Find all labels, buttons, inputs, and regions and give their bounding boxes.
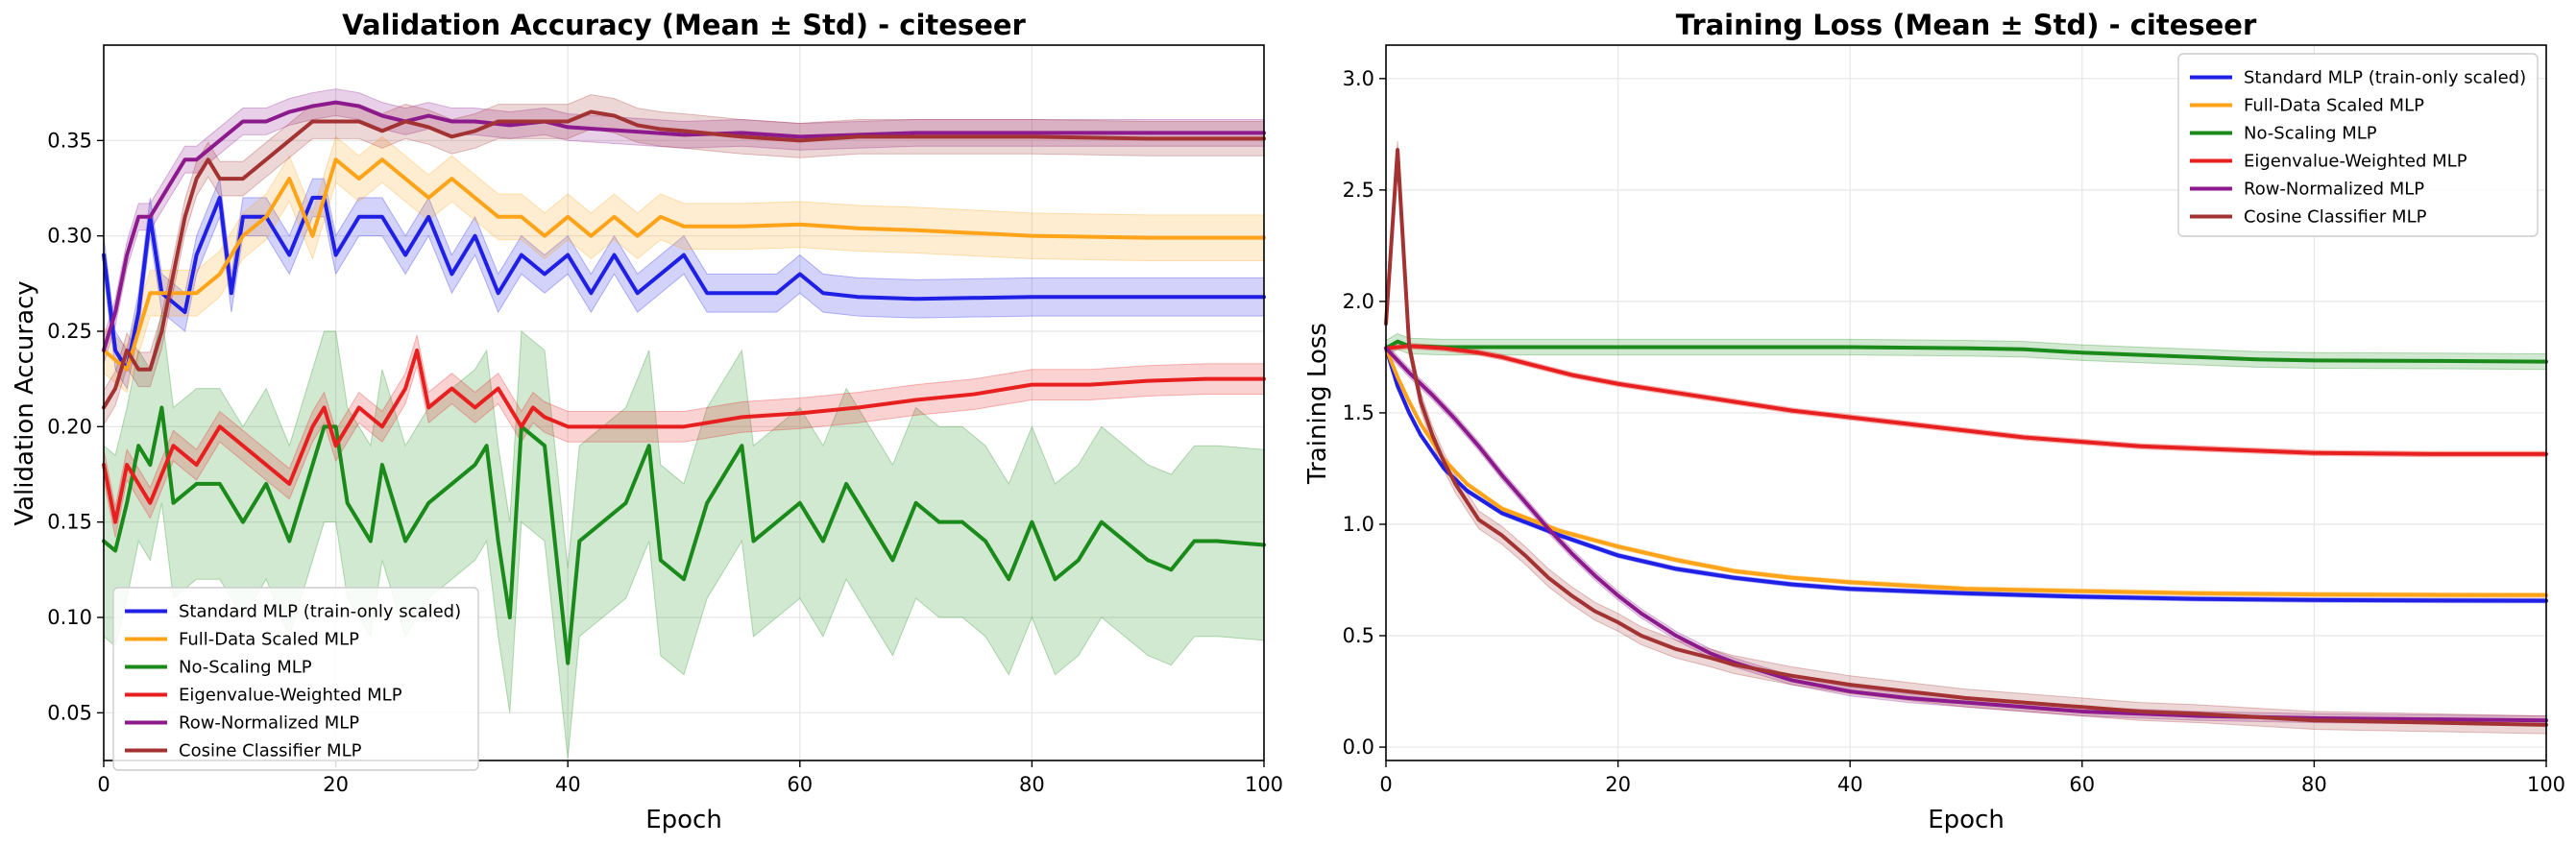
legend-label: Row-Normalized MLP (2244, 180, 2424, 200)
x-tick-label: 40 (1837, 773, 1863, 796)
series-line-eigenvalue-weighted-mlp (1384, 344, 2548, 456)
chart-title: Training Loss (Mean ± Std) - citeseer (1676, 9, 2257, 41)
x-tick-label: 60 (2069, 773, 2095, 796)
x-tick-label: 20 (1605, 773, 1631, 796)
x-tick-label: 80 (2301, 773, 2327, 796)
series-line-no-scaling-mlp (102, 405, 1266, 665)
y-axis-ticks: 0.0 0.5 1.0 1.5 2.0 2.5 3.0 (1343, 67, 1386, 759)
series-line-row-normalized-mlp (102, 100, 1266, 352)
y-axis-ticks: 0.05 0.10 0.15 0.20 0.25 0.30 0.35 (47, 129, 104, 724)
y-tick-label: 3.0 (1343, 67, 1374, 90)
legend-label: Cosine Classifier MLP (2244, 207, 2427, 228)
chart-title: Validation Accuracy (Mean ± Std) - cites… (342, 9, 1026, 41)
y-tick-label: 0.35 (47, 129, 92, 152)
legend-label: No-Scaling MLP (2244, 124, 2377, 144)
x-axis-ticks: 0 20 40 60 80 100 (1379, 760, 2565, 796)
series-line-full-data-scaled-mlp (102, 157, 1266, 372)
series-line-cosine-classifier-mlp (102, 109, 1266, 410)
plot-frame (103, 44, 1265, 761)
x-axis-label: Epoch (1928, 806, 2005, 834)
legend: Standard MLP (train-only scaled) Full-Dat… (2177, 53, 2539, 237)
x-tick-label: 20 (323, 773, 349, 796)
x-tick-label: 0 (97, 773, 109, 796)
y-tick-label: 0.30 (47, 225, 92, 248)
legend-label: No-Scaling MLP (179, 658, 312, 678)
y-tick-label: 2.0 (1343, 290, 1374, 313)
std-bands (103, 88, 1265, 760)
legend-label: Row-Normalized MLP (179, 713, 359, 734)
plot-frame (1385, 44, 2547, 761)
series-line-cosine-classifier-mlp (1384, 148, 2548, 727)
y-tick-label: 0.10 (47, 606, 92, 629)
y-tick-label: 0.15 (47, 511, 92, 534)
series-lines (1384, 148, 2548, 727)
x-axis-ticks: 0 20 40 60 80 100 (97, 760, 1283, 796)
y-tick-label: 0.0 (1343, 736, 1374, 759)
x-axis-label: Epoch (645, 806, 722, 834)
legend-label: Eigenvalue-Weighted MLP (179, 686, 402, 706)
series-line-row-normalized-mlp (1384, 346, 2548, 723)
legend-label: Standard MLP (train-only scaled) (179, 602, 461, 622)
series-lines (102, 100, 1266, 665)
y-tick-label: 2.5 (1343, 179, 1374, 202)
legend-label: Eigenvalue-Weighted MLP (2244, 152, 2467, 172)
legend: Standard MLP (train-only scaled) Full-Dat… (112, 587, 479, 771)
training-loss-chart: 0 20 40 60 80 100 0.0 0.5 1.0 1.5 2.0 2.5 3.0 Train… (1303, 9, 2565, 834)
x-tick-label: 40 (555, 773, 581, 796)
validation-accuracy-chart: 0 20 40 60 80 100 0.05 0.10 0.15 0.20 0.25 0.30 0.3… (11, 9, 1283, 834)
x-tick-label: 60 (787, 773, 813, 796)
y-axis-label: Training Loss (1303, 323, 1332, 485)
x-tick-label: 80 (1019, 773, 1045, 796)
legend-label: Standard MLP (train-only scaled) (2244, 68, 2526, 88)
y-tick-label: 0.05 (47, 701, 92, 724)
y-axis-label: Validation Accuracy (11, 280, 39, 525)
x-tick-label: 100 (1245, 773, 1283, 796)
legend-label: Cosine Classifier MLP (179, 741, 362, 761)
legend-box (2177, 53, 2539, 237)
y-tick-label: 0.5 (1343, 624, 1374, 647)
legend-label: Full-Data Scaled MLP (2244, 96, 2424, 116)
series-line-standard-mlp-train-only-scaled (102, 195, 1266, 372)
legend-box (112, 587, 479, 771)
y-tick-label: 0.20 (47, 415, 92, 438)
series-line-full-data-scaled-mlp (1384, 346, 2548, 597)
series-line-standard-mlp-train-only-scaled (1384, 346, 2548, 603)
y-tick-label: 1.5 (1343, 401, 1374, 424)
y-tick-label: 0.25 (47, 320, 92, 343)
x-tick-label: 100 (2527, 773, 2565, 796)
y-tick-label: 1.0 (1343, 513, 1374, 536)
x-tick-label: 0 (1379, 773, 1392, 796)
legend-label: Full-Data Scaled MLP (179, 630, 359, 650)
series-line-eigenvalue-weighted-mlp (102, 348, 1266, 524)
